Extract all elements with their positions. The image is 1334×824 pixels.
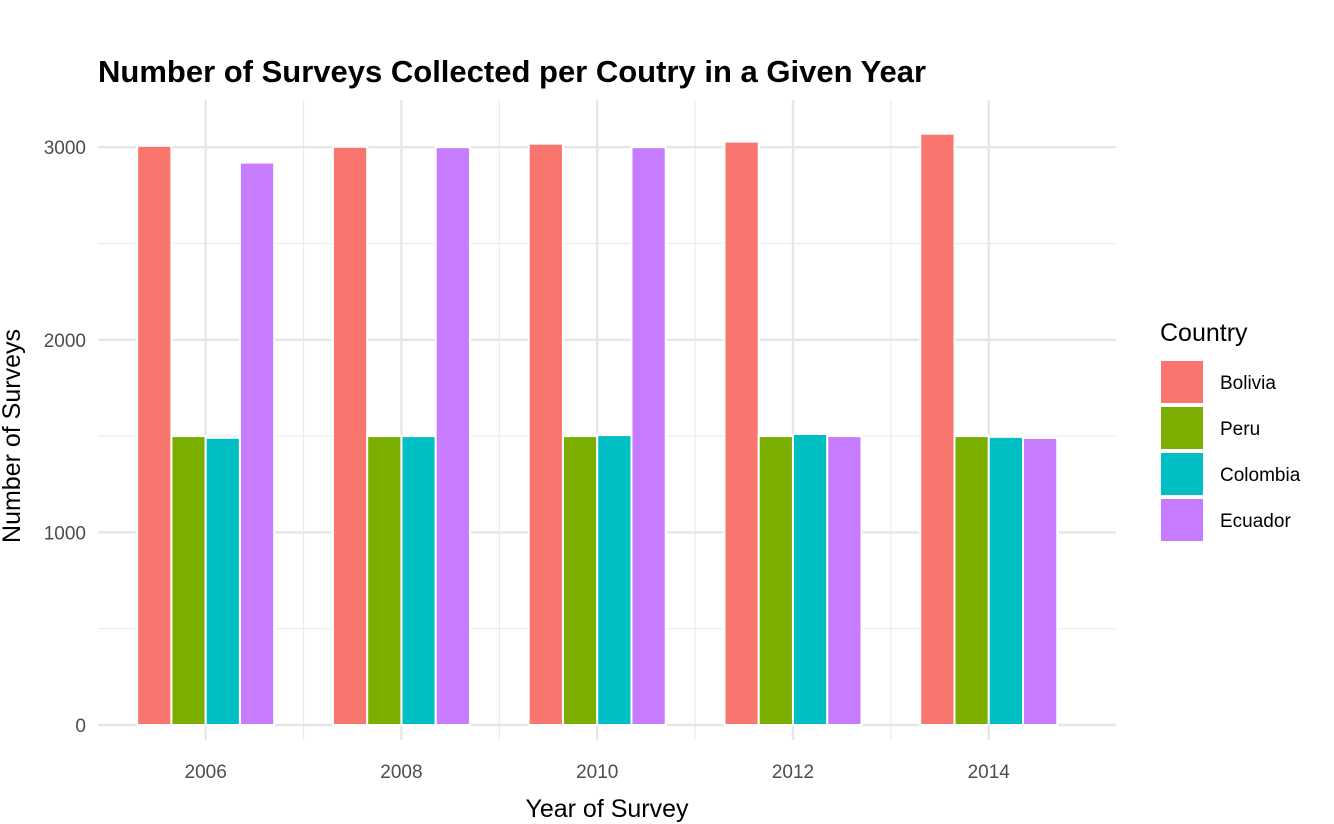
y-tick-label: 0 (75, 716, 86, 737)
bar-bolivia-2010 (527, 142, 564, 727)
bar-ecuador-2010 (630, 146, 667, 727)
bar-colombia-2012 (791, 432, 829, 726)
bar-bolivia-2012 (723, 140, 760, 727)
bar-peru-2010 (561, 435, 599, 726)
x-tick-label: 2006 (185, 762, 227, 783)
bar-bolivia-2014 (919, 132, 956, 726)
legend-key-ecuador (1159, 497, 1205, 543)
legend-key-peru (1159, 405, 1205, 451)
legend-title: Country (1160, 319, 1248, 347)
bar-colombia-2010 (596, 434, 633, 726)
bar-ecuador-2014 (1022, 437, 1059, 726)
chart-title: Number of Surveys Collected per Coutry i… (98, 54, 926, 89)
x-axis-title: Year of Survey (525, 795, 689, 823)
legend: Country Bolivia Peru Colombia Ecuador (1159, 319, 1301, 543)
legend-label-bolivia: Bolivia (1220, 373, 1276, 394)
legend-label-ecuador: Ecuador (1220, 511, 1291, 532)
bar-colombia-2006 (204, 436, 241, 726)
y-tick-label: 3000 (44, 138, 86, 159)
legend-key-colombia (1159, 451, 1205, 497)
bar-colombia-2008 (400, 435, 437, 726)
bar-bolivia-2006 (136, 144, 173, 726)
x-axis-ticks: 2006 2008 2010 2012 2014 (185, 762, 1011, 783)
bar-ecuador-2006 (238, 161, 276, 726)
x-tick-label: 2014 (968, 762, 1011, 783)
y-axis-ticks: 0 1000 2000 3000 (44, 138, 86, 737)
bar-colombia-2014 (987, 435, 1025, 726)
legend-key-bolivia (1159, 359, 1205, 405)
x-tick-label: 2008 (380, 762, 422, 783)
bar-ecuador-2008 (434, 146, 471, 727)
bar-peru-2012 (757, 435, 794, 726)
y-tick-label: 2000 (44, 331, 86, 352)
bar-peru-2014 (953, 435, 990, 726)
bars (136, 132, 1059, 727)
bar-bolivia-2008 (331, 145, 369, 726)
x-tick-label: 2012 (772, 762, 814, 783)
y-tick-label: 1000 (44, 523, 86, 544)
legend-label-peru: Peru (1220, 419, 1260, 440)
bar-peru-2008 (366, 435, 403, 726)
x-tick-label: 2010 (576, 762, 618, 783)
y-axis-title: Number of Surveys (0, 329, 26, 543)
bar-ecuador-2012 (826, 435, 863, 726)
legend-label-colombia: Colombia (1220, 465, 1301, 486)
bar-peru-2006 (170, 435, 207, 726)
